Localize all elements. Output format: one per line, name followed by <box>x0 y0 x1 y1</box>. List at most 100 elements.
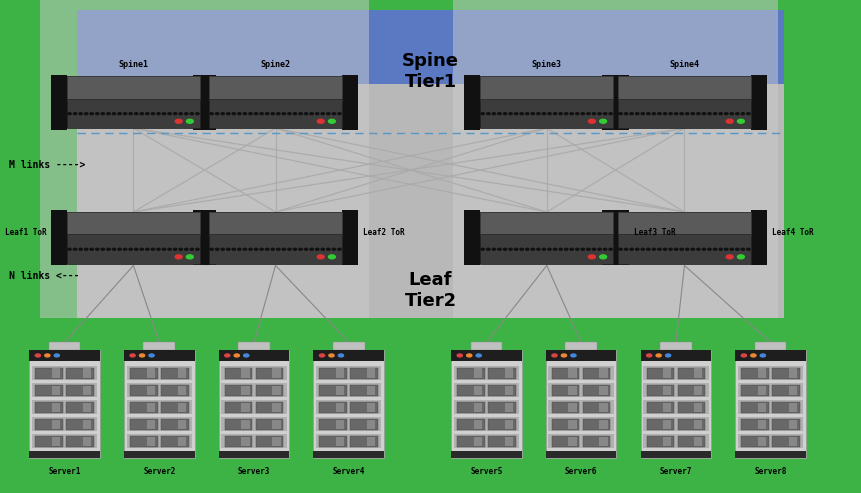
Circle shape <box>244 248 246 250</box>
Circle shape <box>498 248 501 250</box>
Text: M links ---->: M links ----> <box>9 160 85 170</box>
FancyBboxPatch shape <box>225 402 252 413</box>
FancyBboxPatch shape <box>221 418 287 431</box>
FancyBboxPatch shape <box>694 420 703 429</box>
Circle shape <box>476 354 481 357</box>
FancyBboxPatch shape <box>758 437 766 446</box>
Circle shape <box>232 248 235 250</box>
Text: Server3: Server3 <box>238 467 270 476</box>
FancyBboxPatch shape <box>789 402 797 412</box>
Circle shape <box>68 113 71 115</box>
FancyBboxPatch shape <box>272 437 281 446</box>
Circle shape <box>708 113 711 115</box>
Text: Leaf
Tier2: Leaf Tier2 <box>405 272 456 310</box>
Circle shape <box>184 248 188 250</box>
Circle shape <box>123 248 127 250</box>
Circle shape <box>760 354 765 357</box>
FancyBboxPatch shape <box>772 436 800 447</box>
Circle shape <box>674 248 678 250</box>
FancyBboxPatch shape <box>738 384 803 397</box>
FancyBboxPatch shape <box>583 368 610 379</box>
FancyBboxPatch shape <box>758 386 766 395</box>
Circle shape <box>249 113 252 115</box>
Circle shape <box>45 354 50 357</box>
FancyBboxPatch shape <box>146 420 155 429</box>
Circle shape <box>221 248 225 250</box>
FancyBboxPatch shape <box>342 75 358 130</box>
Circle shape <box>215 113 219 115</box>
FancyBboxPatch shape <box>738 366 803 381</box>
Circle shape <box>332 113 336 115</box>
FancyBboxPatch shape <box>643 384 709 397</box>
FancyBboxPatch shape <box>336 420 344 429</box>
Circle shape <box>238 113 241 115</box>
FancyBboxPatch shape <box>480 76 613 128</box>
Circle shape <box>146 113 149 115</box>
Circle shape <box>592 248 596 250</box>
Circle shape <box>157 248 160 250</box>
FancyBboxPatch shape <box>333 343 364 350</box>
FancyBboxPatch shape <box>613 75 629 130</box>
Circle shape <box>146 248 149 250</box>
Circle shape <box>260 113 263 115</box>
Circle shape <box>294 248 297 250</box>
FancyBboxPatch shape <box>40 0 369 318</box>
FancyBboxPatch shape <box>505 437 513 446</box>
Circle shape <box>663 113 666 115</box>
Circle shape <box>685 248 689 250</box>
FancyBboxPatch shape <box>256 402 283 413</box>
Circle shape <box>305 248 307 250</box>
FancyBboxPatch shape <box>200 75 216 130</box>
Circle shape <box>663 248 666 250</box>
Circle shape <box>195 113 199 115</box>
Circle shape <box>168 248 171 250</box>
Text: Leaf1 ToR: Leaf1 ToR <box>5 228 46 237</box>
FancyBboxPatch shape <box>313 451 384 458</box>
Circle shape <box>299 248 302 250</box>
FancyBboxPatch shape <box>256 385 283 396</box>
FancyBboxPatch shape <box>221 384 287 397</box>
Circle shape <box>641 113 644 115</box>
Circle shape <box>554 113 557 115</box>
Circle shape <box>598 113 601 115</box>
Circle shape <box>310 248 313 250</box>
Circle shape <box>735 113 739 115</box>
FancyBboxPatch shape <box>35 385 63 396</box>
Circle shape <box>746 113 750 115</box>
Text: Server5: Server5 <box>470 467 503 476</box>
Circle shape <box>79 113 83 115</box>
FancyBboxPatch shape <box>618 212 751 264</box>
FancyBboxPatch shape <box>583 419 610 430</box>
FancyBboxPatch shape <box>488 402 516 413</box>
Circle shape <box>609 113 612 115</box>
FancyBboxPatch shape <box>127 400 192 415</box>
Text: Spine4: Spine4 <box>670 60 699 69</box>
FancyBboxPatch shape <box>313 350 384 361</box>
FancyBboxPatch shape <box>735 451 806 458</box>
FancyBboxPatch shape <box>77 10 784 138</box>
FancyBboxPatch shape <box>678 368 705 379</box>
FancyBboxPatch shape <box>735 350 806 361</box>
FancyBboxPatch shape <box>694 368 703 378</box>
Text: Server2: Server2 <box>143 467 176 476</box>
Circle shape <box>163 248 165 250</box>
FancyBboxPatch shape <box>316 418 381 431</box>
Circle shape <box>656 354 661 357</box>
Circle shape <box>542 248 546 250</box>
FancyBboxPatch shape <box>599 437 608 446</box>
Circle shape <box>599 255 606 259</box>
FancyBboxPatch shape <box>51 210 67 265</box>
FancyBboxPatch shape <box>225 385 252 396</box>
FancyBboxPatch shape <box>552 419 579 430</box>
Circle shape <box>73 248 77 250</box>
FancyBboxPatch shape <box>66 368 94 379</box>
FancyBboxPatch shape <box>772 385 800 396</box>
Text: Server4: Server4 <box>332 467 365 476</box>
FancyBboxPatch shape <box>548 384 614 397</box>
FancyBboxPatch shape <box>35 402 63 413</box>
FancyBboxPatch shape <box>161 385 189 396</box>
Circle shape <box>581 113 585 115</box>
FancyBboxPatch shape <box>52 437 60 446</box>
FancyBboxPatch shape <box>146 402 155 412</box>
Text: Server8: Server8 <box>754 467 787 476</box>
